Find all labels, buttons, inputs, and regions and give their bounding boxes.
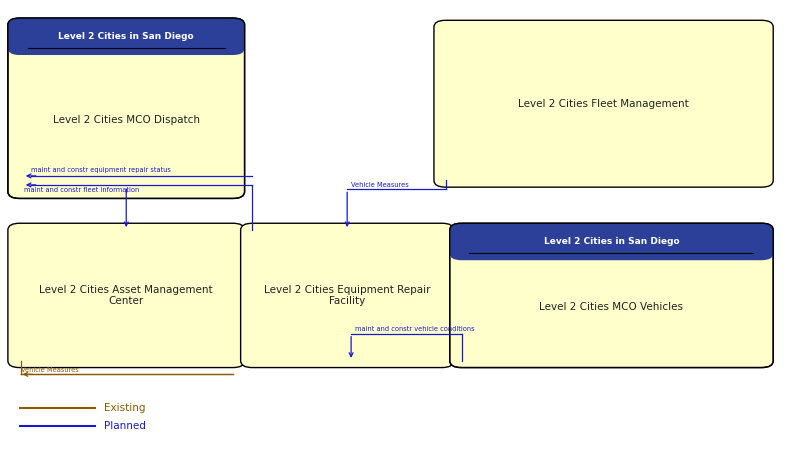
FancyBboxPatch shape bbox=[8, 223, 245, 368]
Text: Level 2 Cities in San Diego: Level 2 Cities in San Diego bbox=[58, 32, 194, 41]
FancyBboxPatch shape bbox=[450, 223, 773, 260]
Text: Vehicle Measures: Vehicle Measures bbox=[351, 182, 409, 188]
Text: Level 2 Cities Fleet Management: Level 2 Cities Fleet Management bbox=[518, 99, 689, 109]
Text: maint and constr vehicle conditions: maint and constr vehicle conditions bbox=[355, 327, 475, 332]
Text: Level 2 Cities MCO Vehicles: Level 2 Cities MCO Vehicles bbox=[540, 302, 683, 312]
Text: Existing: Existing bbox=[104, 403, 146, 413]
FancyBboxPatch shape bbox=[8, 18, 245, 198]
Bar bbox=[20, 37, 233, 48]
FancyBboxPatch shape bbox=[241, 223, 454, 368]
FancyBboxPatch shape bbox=[8, 18, 245, 55]
Text: Planned: Planned bbox=[104, 421, 146, 431]
FancyBboxPatch shape bbox=[434, 20, 773, 187]
FancyBboxPatch shape bbox=[450, 223, 773, 368]
Text: maint and constr equipment repair status: maint and constr equipment repair status bbox=[31, 167, 170, 173]
Text: Level 2 Cities in San Diego: Level 2 Cities in San Diego bbox=[544, 237, 679, 246]
Text: Level 2 Cities Equipment Repair
Facility: Level 2 Cities Equipment Repair Facility bbox=[264, 285, 431, 306]
Text: Vehicle Measures: Vehicle Measures bbox=[21, 367, 79, 373]
Bar bbox=[462, 242, 761, 253]
Text: Level 2 Cities MCO Dispatch: Level 2 Cities MCO Dispatch bbox=[53, 115, 200, 125]
Text: maint and constr fleet information: maint and constr fleet information bbox=[24, 187, 139, 193]
Text: Level 2 Cities Asset Management
Center: Level 2 Cities Asset Management Center bbox=[39, 285, 213, 306]
